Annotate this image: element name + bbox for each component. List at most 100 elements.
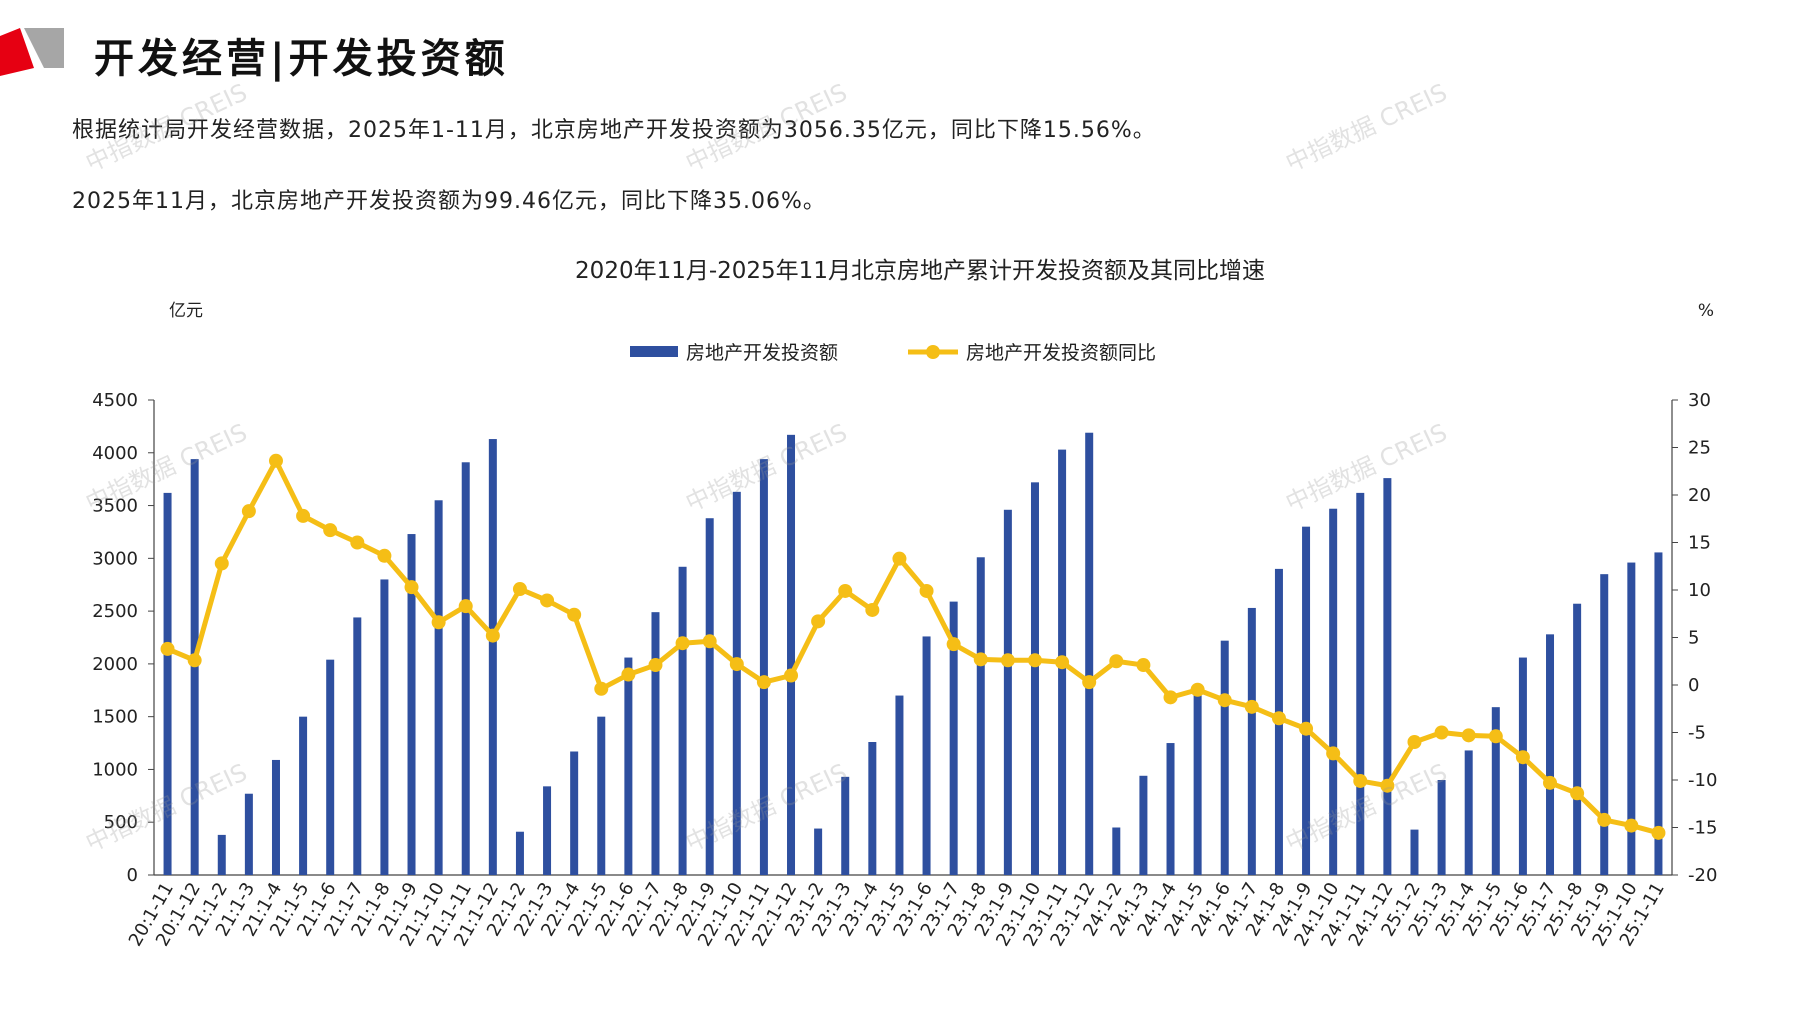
yoy-point (1407, 735, 1422, 749)
yoy-point (404, 580, 419, 595)
left-tick-label: 4500 (92, 390, 138, 411)
yoy-point (1488, 729, 1503, 744)
left-tick-label: 3000 (92, 548, 138, 569)
yoy-point (350, 535, 365, 550)
bar (1410, 829, 1419, 875)
bar (353, 617, 362, 875)
right-tick-label: 5 (1688, 628, 1699, 649)
bar (1139, 775, 1148, 875)
bar (597, 716, 606, 875)
bar (949, 601, 958, 875)
yoy-point (1027, 653, 1042, 668)
bar (326, 659, 335, 875)
yoy-point (268, 453, 283, 468)
bar (271, 759, 280, 875)
yoy-point (784, 668, 799, 683)
investment-chart: 2020年11月-2025年11月北京房地产累计开发投资额及其同比增速 亿元 %… (92, 258, 1717, 950)
left-tick-label: 1500 (92, 707, 138, 728)
chart-title: 2020年11月-2025年11月北京房地产累计开发投资额及其同比增速 (575, 258, 1265, 284)
right-tick-label: 10 (1688, 580, 1711, 601)
yoy-point (1109, 654, 1124, 669)
yoy-point (838, 583, 853, 598)
bar (244, 793, 253, 875)
yoy-point (1434, 725, 1449, 740)
bar (651, 612, 660, 875)
yoy-point (567, 607, 582, 622)
bar (1600, 574, 1609, 875)
bar (515, 831, 524, 875)
right-tick-label: 15 (1688, 533, 1711, 554)
yoy-point (377, 548, 392, 563)
yoy-point (458, 599, 473, 614)
bar (1247, 607, 1256, 875)
left-tick-label: 0 (127, 865, 138, 886)
yoy-point (648, 658, 663, 673)
yoy-point (1597, 812, 1612, 827)
yoy-point (431, 615, 446, 630)
legend-bar-swatch (630, 346, 678, 357)
yoy-point (919, 583, 934, 598)
bar (1193, 695, 1202, 875)
yoy-point (1570, 786, 1585, 801)
right-tick-label: 20 (1688, 485, 1711, 506)
bar (705, 518, 714, 875)
right-tick-label: -20 (1688, 865, 1717, 886)
yoy-point (1651, 825, 1666, 840)
yoy-point (296, 508, 311, 523)
yoy-point (1244, 699, 1259, 714)
yoy-point (946, 637, 961, 652)
bar (841, 776, 850, 875)
right-tick-label: 25 (1688, 438, 1711, 459)
yoy-point (323, 523, 338, 538)
yoy-point (1515, 750, 1530, 765)
page-header: 开发经营|开发投资额 (0, 22, 700, 82)
yoy-point (621, 667, 636, 682)
bar (678, 566, 687, 875)
bar (1166, 743, 1175, 875)
summary-paragraph-ytd: 根据统计局开发经营数据，2025年1-11月，北京房地产开发投资额为3056.3… (72, 118, 1156, 143)
bar (434, 500, 443, 875)
bar (407, 534, 416, 875)
yoy-point (973, 652, 988, 667)
yoy-point (892, 551, 907, 566)
yoy-point (241, 504, 256, 519)
bar (380, 579, 389, 875)
bar (1030, 482, 1039, 875)
bar (1329, 508, 1338, 875)
watermark-text: 中指数据 CREIS (1281, 78, 1452, 178)
chart-axes: 0 500 1000 1500 2000 2500 3000 3500 4000 4500 -20 -… (92, 390, 1717, 886)
left-tick-label: 2500 (92, 601, 138, 622)
yoy-point (1163, 690, 1178, 705)
bar (1302, 526, 1311, 875)
right-tick-label: -5 (1688, 723, 1706, 744)
bar (1627, 562, 1636, 875)
yoy-point (594, 681, 609, 696)
bar (217, 834, 226, 875)
bar (163, 492, 172, 875)
bar (1356, 492, 1365, 875)
bar (1437, 780, 1446, 875)
yoy-point (1353, 773, 1368, 788)
left-tick-label: 3500 (92, 496, 138, 517)
bar (1220, 640, 1229, 875)
left-tick-label: 2000 (92, 654, 138, 675)
yoy-point (1190, 682, 1205, 697)
yoy-point (1461, 728, 1476, 743)
yoy-point (1624, 818, 1639, 833)
bar (1003, 509, 1012, 875)
legend-line-marker (926, 345, 940, 359)
bar (895, 695, 904, 875)
bar (1654, 552, 1663, 875)
yoy-point (1000, 653, 1015, 668)
bar (868, 742, 877, 875)
right-tick-label: 0 (1688, 675, 1699, 696)
bar (461, 462, 470, 875)
yoy-point (1082, 675, 1097, 690)
bar (1573, 603, 1582, 875)
legend: 房地产开发投资额 房地产开发投资额同比 (630, 342, 1156, 364)
yoy-point (187, 653, 202, 668)
left-tick-label: 4000 (92, 443, 138, 464)
bar (976, 557, 985, 875)
yoy-point (214, 556, 229, 571)
yoy-point (1380, 778, 1395, 793)
